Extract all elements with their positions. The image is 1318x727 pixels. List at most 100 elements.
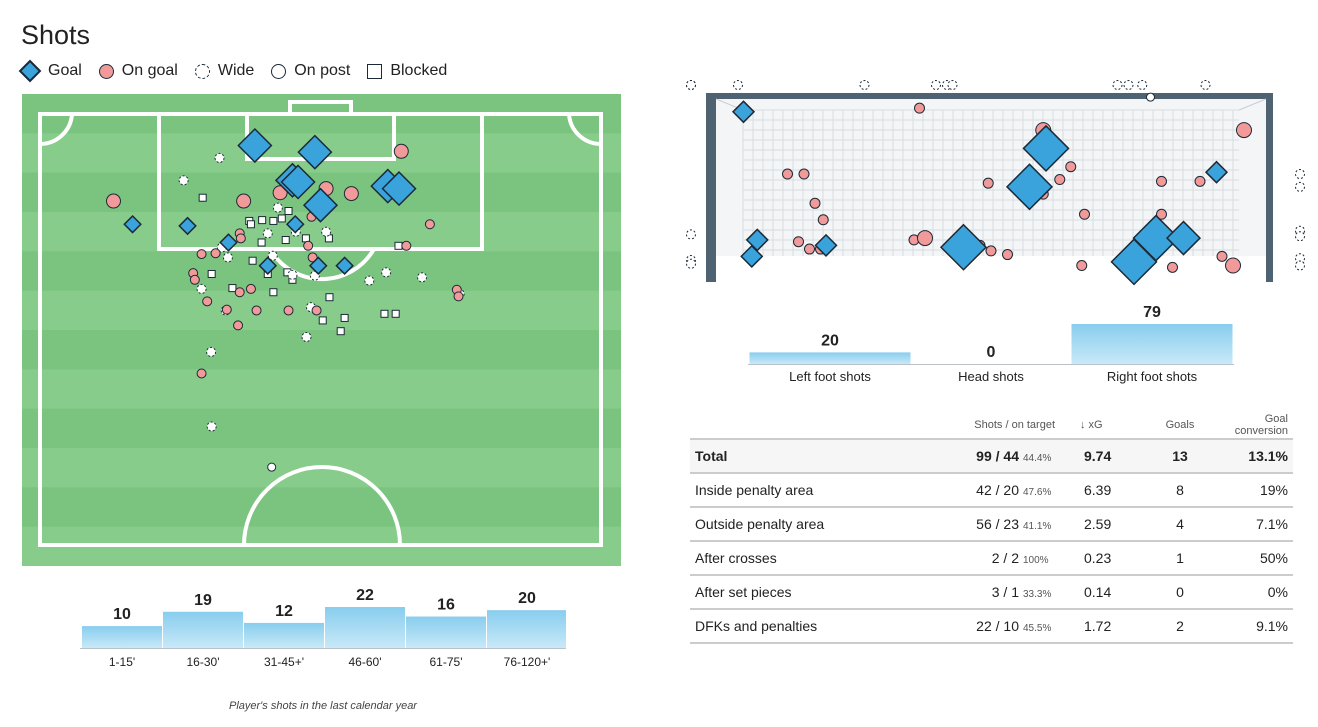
wide-marker [686, 258, 696, 269]
on-goal-marker [221, 304, 232, 315]
row-shots: 2 / 2 100% [900, 541, 1060, 576]
wide-marker [196, 283, 207, 294]
legend-blocked[interactable]: Blocked [367, 62, 447, 80]
goal-marker [381, 171, 417, 207]
wide-marker [1295, 169, 1305, 180]
wide-marker [686, 229, 696, 240]
row-label: Outside penalty area [690, 507, 900, 542]
row-xg: 9.74 [1060, 439, 1145, 474]
row-label: After set pieces [690, 575, 900, 610]
goal-marker [258, 256, 278, 276]
bar-category-label: 46-60' [349, 655, 382, 669]
header-shots[interactable]: Shots / on target [900, 412, 1060, 440]
pitch-stripe [22, 487, 621, 528]
on-goal-marker [804, 243, 815, 255]
legend-goal[interactable]: Goal [18, 59, 82, 83]
on-goal-marker [235, 233, 246, 244]
bar-category-label: Head shots [958, 369, 1024, 384]
page-title: Shots [21, 20, 91, 50]
blocked-marker [281, 236, 290, 245]
wide-marker [686, 80, 696, 90]
row-conversion: 0% [1215, 575, 1293, 610]
wide-marker [262, 228, 273, 239]
table-row-total: Total 99 / 44 44.4% 9.74 13 13.1% [690, 439, 1293, 474]
wide-marker [417, 272, 428, 283]
bar [325, 607, 405, 648]
wide-marker [1295, 260, 1305, 271]
wide-marker [1295, 253, 1305, 264]
on-goal-marker [453, 291, 464, 302]
header-empty [690, 412, 900, 440]
header-xg[interactable]: ↓ xG [1060, 412, 1145, 440]
wide-marker [287, 269, 298, 280]
on-goal-marker [817, 214, 829, 226]
on-goal-marker [245, 283, 256, 294]
on-goal-marker [343, 186, 359, 202]
bar [406, 616, 486, 648]
chart-caption: Player's shots in the last calendar year [229, 700, 417, 712]
goal-marker [219, 233, 238, 252]
on-goal-marker [809, 197, 821, 209]
blocked-marker [380, 309, 389, 318]
bar [82, 626, 162, 648]
row-goals: 8 [1145, 473, 1215, 508]
net-corner [1238, 98, 1267, 111]
on-goal-marker [793, 236, 804, 248]
on-goal-marker [307, 252, 318, 263]
header-goals[interactable]: Goals [1145, 412, 1215, 440]
blocked-marker [391, 309, 400, 318]
legend: Goal On goal Wide On post Blocked [18, 59, 464, 83]
table-row: Outside penalty area 56 / 23 41.1% 2.59 4… [690, 507, 1293, 542]
row-shots-value: 99 / 44 [976, 448, 1019, 464]
blocked-marker [394, 241, 403, 250]
legend-on-goal[interactable]: On goal [98, 62, 178, 80]
bar [487, 610, 566, 648]
row-conversion: 7.1% [1215, 507, 1293, 542]
on-goal-marker [985, 245, 997, 257]
header-conversion[interactable]: Goal conversion [1215, 412, 1293, 440]
bar [244, 622, 324, 648]
on-post-circle-icon [271, 63, 287, 79]
row-shots: 99 / 44 44.4% [900, 439, 1060, 474]
wide-marker [267, 250, 278, 261]
on-goal-marker [196, 249, 207, 260]
bar-category-label: 61-75' [430, 655, 463, 669]
bar-value-label: 12 [275, 603, 293, 620]
row-label: Inside penalty area [690, 473, 900, 508]
row-label: Total [690, 439, 900, 474]
on-goal-marker [1236, 122, 1252, 139]
wide-marker [1112, 80, 1123, 90]
bar-value-label: 20 [518, 590, 536, 607]
bar-category-label: 1-15' [109, 655, 135, 669]
legend-on-goal-label: On goal [121, 62, 178, 79]
shot-stats-table: Shots / on target ↓ xG Goals Goal conver… [690, 412, 1293, 644]
on-goal-marker [1076, 260, 1088, 272]
on-goal-marker [1002, 249, 1013, 261]
goal-marker [123, 214, 142, 234]
goal-marker [939, 223, 988, 271]
legend-wide[interactable]: Wide [194, 62, 255, 80]
legend-wide-label: Wide [217, 62, 255, 79]
on-goal-marker [233, 320, 244, 331]
bar-value-label: 79 [1143, 304, 1161, 321]
on-goal-marker [105, 193, 121, 209]
legend-goal-label: Goal [48, 62, 82, 79]
row-conversion: 9.1% [1215, 609, 1293, 644]
row-conversion: 13.1% [1215, 439, 1293, 474]
goal-placement-view [686, 80, 1305, 286]
legend-on-post[interactable]: On post [271, 62, 350, 80]
centre-circle-arc [242, 465, 402, 546]
wide-marker [364, 275, 375, 286]
row-shots-value: 42 / 20 [976, 482, 1019, 498]
goal-marker [814, 233, 838, 257]
on-goal-marker [401, 240, 412, 251]
on-goal-marker [798, 168, 810, 180]
on-goal-circle-icon [98, 63, 114, 79]
row-shots: 42 / 20 47.6% [900, 473, 1060, 508]
on-goal-marker [272, 185, 288, 201]
wide-marker [1123, 80, 1134, 90]
bar-value-label: 19 [194, 592, 212, 609]
bar [1071, 324, 1233, 364]
on-goal-marker [1194, 175, 1206, 187]
bar [163, 611, 243, 648]
